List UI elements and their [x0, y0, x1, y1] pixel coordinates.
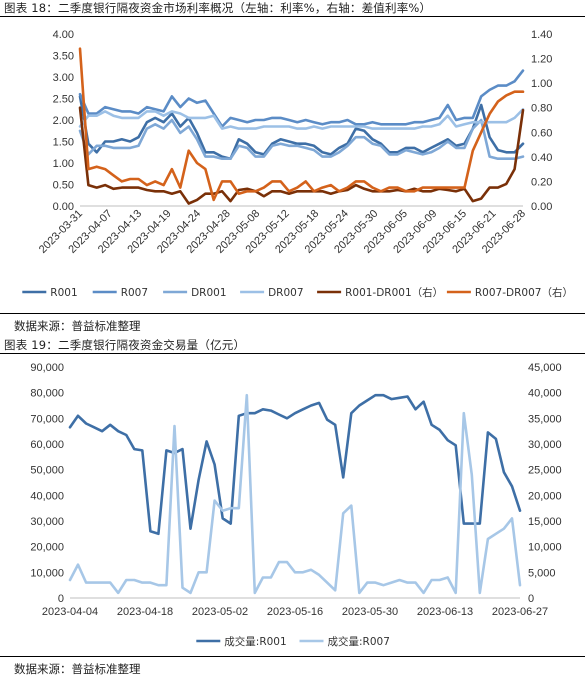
y-left-tick-label: 70,000 — [30, 413, 64, 425]
y-right-tick-label: 0.00 — [531, 201, 552, 213]
legend-label-5: R001-DR001（右） — [345, 286, 443, 299]
y-left-tick-label: 4.00 — [53, 29, 74, 41]
y-left-tick-label: 30,000 — [30, 516, 64, 528]
figure-18-title: 图表 18：二季度银行隔夜资金市场利率概况（左轴：利率%，右轴：差值利率%） — [4, 1, 432, 15]
y-right-tick-label: 30,000 — [528, 439, 562, 451]
legend-label-2: R007 — [121, 287, 148, 299]
x-tick-label: 2023-04-04 — [42, 606, 98, 618]
x-tick-label: 2023-05-02 — [192, 606, 248, 618]
y-left-tick-label: 10,000 — [30, 567, 64, 579]
volume-chart: 0 10,000 20,000 30,000 40,000 50,000 60,000 70,… — [30, 362, 562, 648]
figure-18-top-rule — [0, 16, 585, 17]
x-tick-label: 2023-06-13 — [417, 606, 473, 618]
x-tick-label: 2023-05-30 — [342, 606, 398, 618]
y-right-tick-label: 1.20 — [531, 54, 552, 66]
x-tick-label: 2023-05-16 — [267, 606, 323, 618]
y-right-tick-label: 0.20 — [531, 176, 552, 188]
y-right-tick-label: 20,000 — [528, 490, 562, 502]
series-line-5 — [78, 106, 525, 205]
figure-19-top-rule — [0, 353, 585, 354]
legend-label-1: R001 — [50, 287, 77, 299]
y-right-tick-label: 5,000 — [528, 567, 556, 579]
series-line-1 — [78, 95, 525, 160]
series-line-4 — [78, 108, 525, 130]
x-tick-label: 2023-06-27 — [492, 606, 548, 618]
legend-label-2: 成交量:R007 — [328, 635, 390, 648]
figure-18-bottom-rule — [0, 313, 585, 314]
figure-19-bottom-rule — [0, 656, 585, 657]
y-right-tick-label: 45,000 — [528, 362, 562, 374]
y-right-tick-label: 25,000 — [528, 465, 562, 477]
series-line-1 — [68, 393, 522, 536]
series-line-3 — [78, 118, 525, 160]
y-left-tick-label: 20,000 — [30, 542, 64, 554]
legend-label-6: R007-DR007（右） — [475, 286, 573, 299]
y-right-tick-label: 0.80 — [531, 103, 552, 115]
y-left-tick-label: 80,000 — [30, 388, 64, 400]
y-left-tick-label: 2.50 — [53, 94, 74, 106]
y-right-tick-label: 0 — [528, 593, 534, 605]
y-left-tick-label: 3.50 — [53, 51, 74, 63]
y-left-tick-label: 60,000 — [30, 439, 64, 451]
y-left-tick-label: 90,000 — [30, 362, 64, 374]
y-right-tick-label: 1.40 — [531, 29, 552, 41]
figure-19-source: 数据来源：普益标准整理 — [14, 662, 141, 676]
interest-rate-chart: 0.00 0.50 1.00 1.50 2.00 2.50 3.00 3.50 4.00 0.00… — [22, 29, 573, 299]
y-right-tick-label: 15,000 — [528, 516, 562, 528]
x-tick-label: 2023-04-18 — [117, 606, 173, 618]
y-left-tick-label: 50,000 — [30, 465, 64, 477]
series-line-6 — [78, 47, 525, 202]
legend-label-4: DR007 — [268, 287, 303, 299]
y-left-tick-label: 1.00 — [53, 158, 74, 170]
figure-18-source: 数据来源：普益标准整理 — [14, 319, 141, 333]
y-right-tick-label: 35,000 — [528, 413, 562, 425]
y-right-tick-label: 40,000 — [528, 388, 562, 400]
legend-label-1: 成交量:R001 — [224, 635, 286, 648]
y-left-tick-label: 1.50 — [53, 137, 74, 149]
y-right-tick-label: 1.00 — [531, 78, 552, 90]
y-left-tick-label: 2.00 — [53, 115, 74, 127]
series-line-2 — [78, 69, 525, 128]
y-left-tick-label: 3.00 — [53, 72, 74, 84]
figure-19-title: 图表 19：二季度银行隔夜资金交易量（亿元） — [4, 338, 246, 352]
y-left-tick-label: 0.50 — [53, 180, 74, 192]
y-right-tick-label: 0.40 — [531, 152, 552, 164]
y-left-tick-label: 40,000 — [30, 490, 64, 502]
y-right-tick-label: 0.60 — [531, 127, 552, 139]
legend-label-3: DR001 — [191, 287, 226, 299]
y-left-tick-label: 0.00 — [53, 201, 74, 213]
series-line-2 — [68, 393, 522, 595]
y-right-tick-label: 10,000 — [528, 542, 562, 554]
y-left-tick-label: 0 — [58, 593, 64, 605]
